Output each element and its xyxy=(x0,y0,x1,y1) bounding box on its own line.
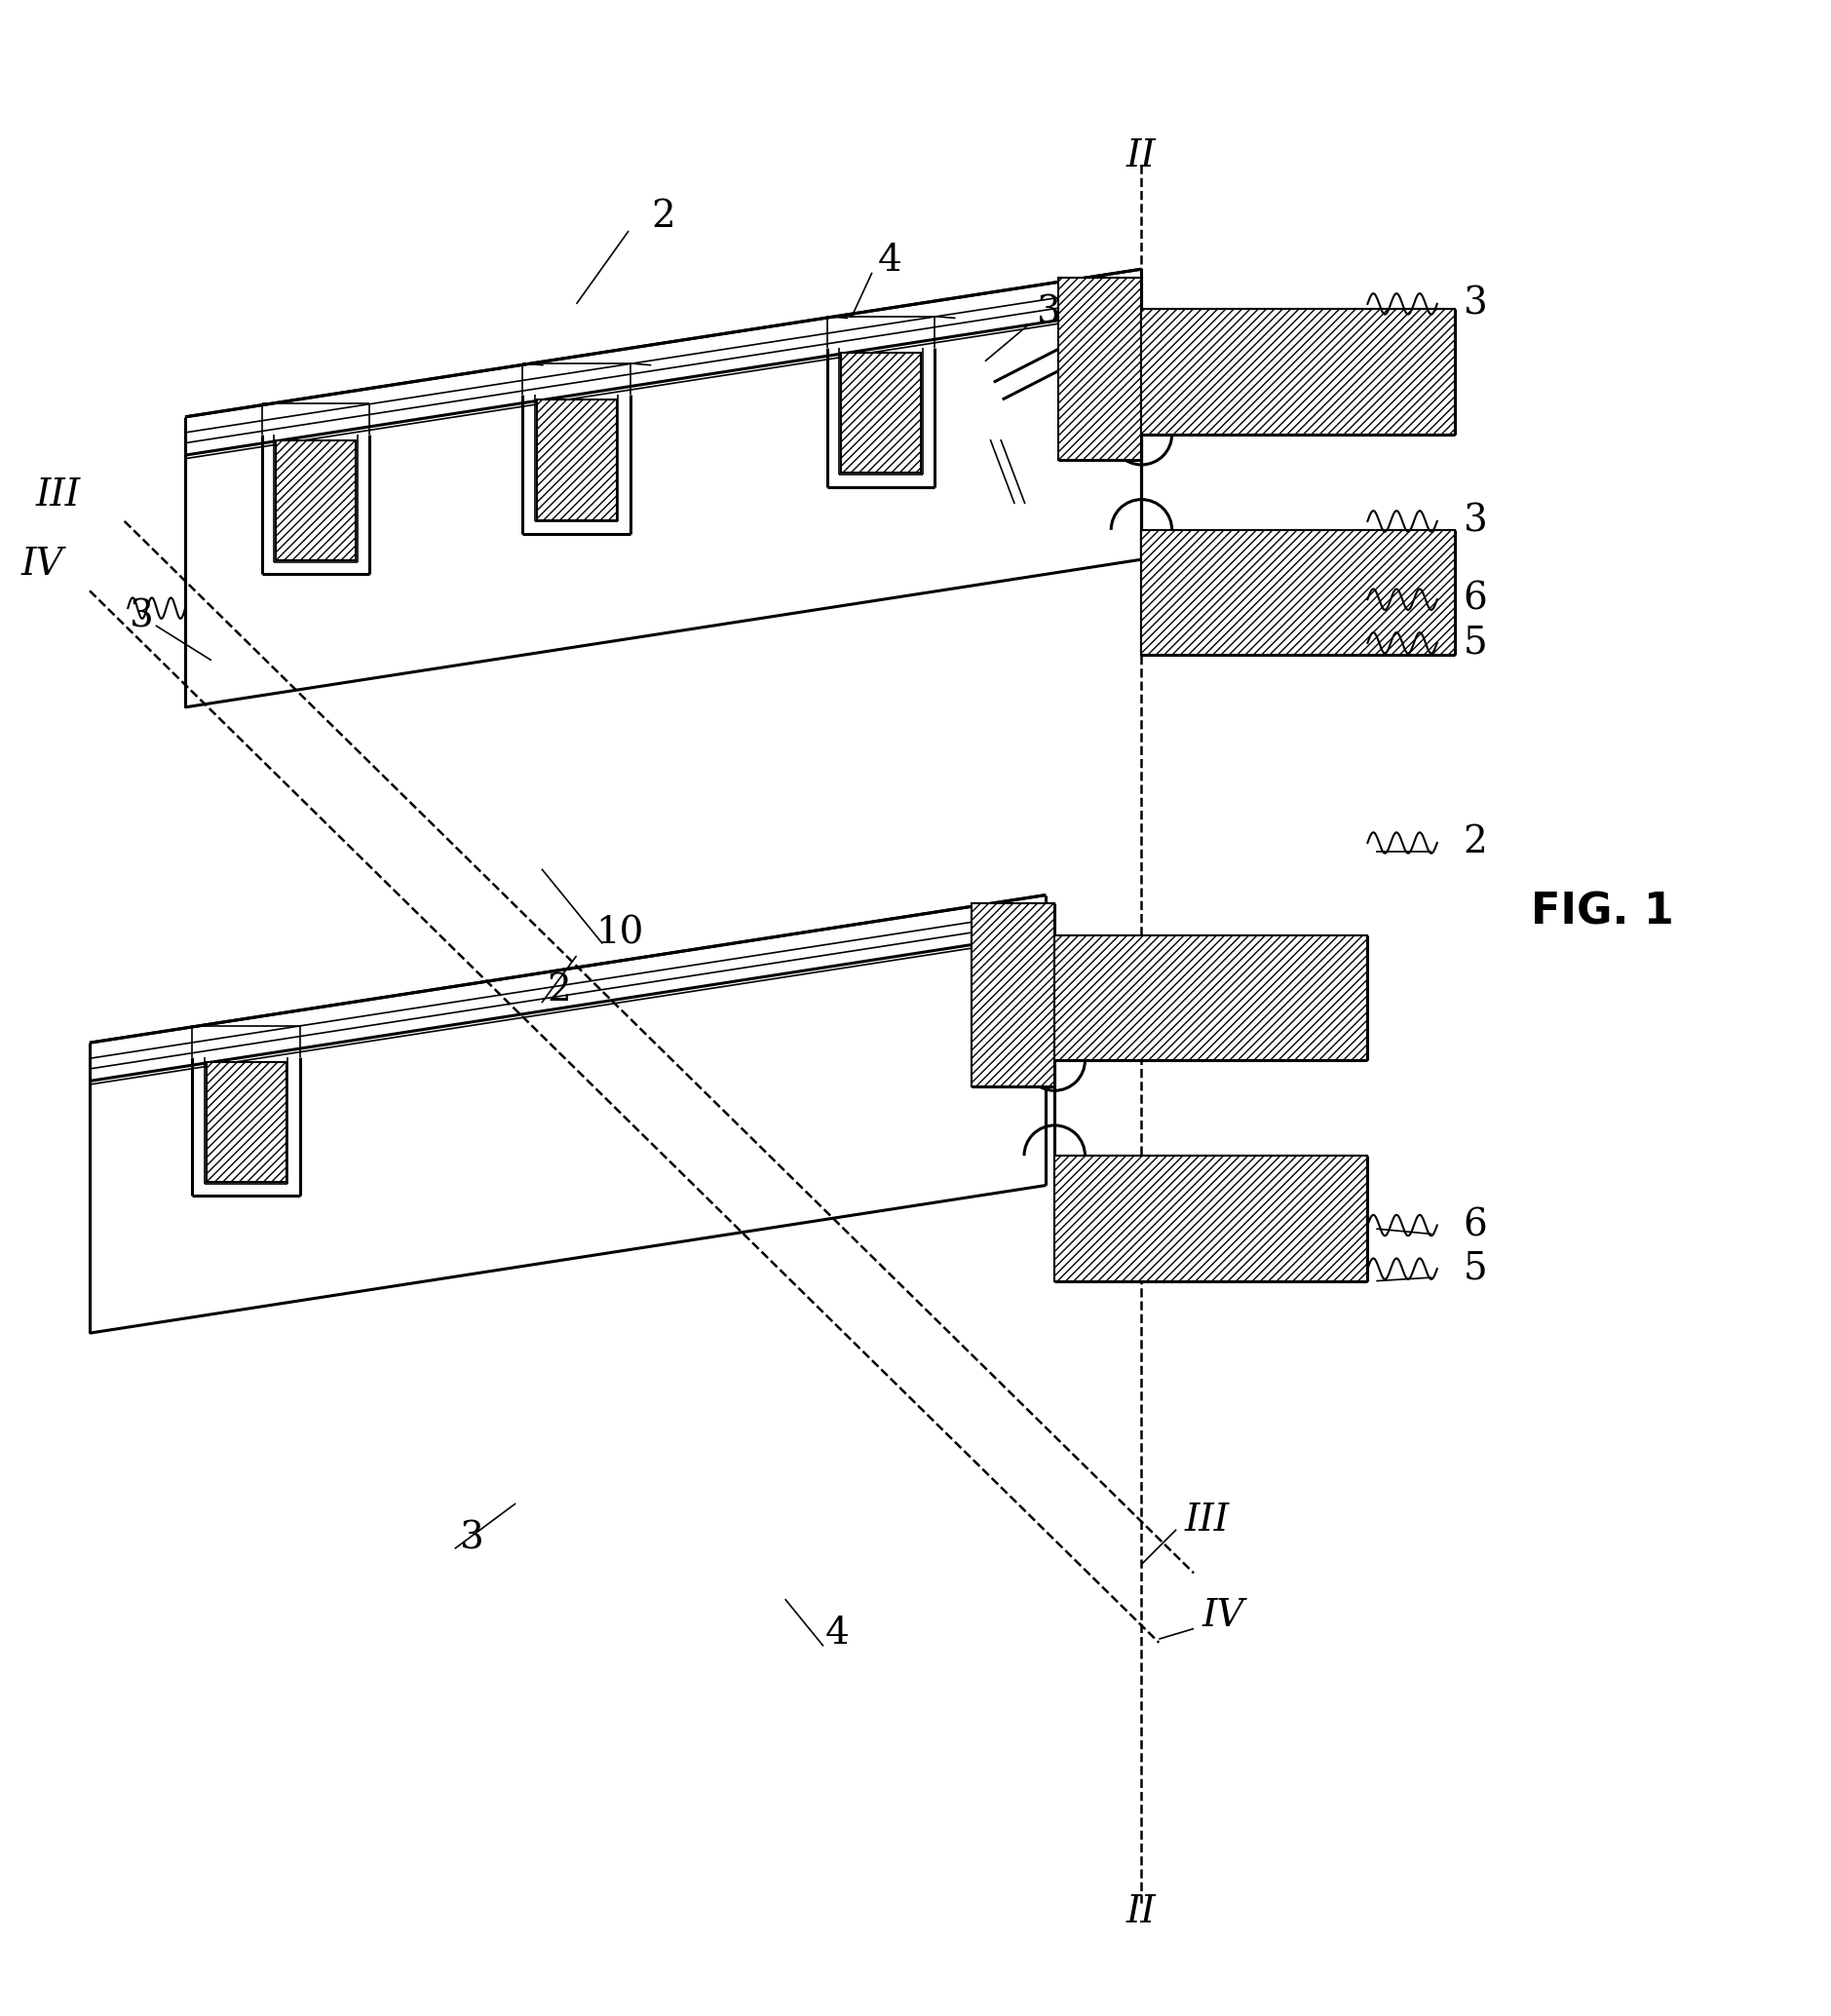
Text: 4: 4 xyxy=(826,1617,850,1651)
Bar xyxy=(1141,308,1454,433)
Text: IV: IV xyxy=(1203,1599,1245,1635)
Bar xyxy=(207,1062,286,1181)
Text: III: III xyxy=(1185,1502,1230,1538)
Bar xyxy=(840,353,921,474)
Bar xyxy=(1055,1155,1368,1280)
Text: 3: 3 xyxy=(460,1520,483,1556)
Bar xyxy=(1141,530,1454,655)
Text: 3: 3 xyxy=(1463,286,1487,323)
Bar xyxy=(276,439,355,560)
Text: II: II xyxy=(1126,137,1157,173)
Text: 2: 2 xyxy=(547,972,571,1008)
Text: 5: 5 xyxy=(1463,1250,1487,1286)
Text: III: III xyxy=(37,478,81,514)
Text: 3: 3 xyxy=(1036,294,1062,331)
Text: 2: 2 xyxy=(652,200,676,236)
Bar xyxy=(970,903,1055,1087)
Text: IV: IV xyxy=(22,546,64,583)
Text: 6: 6 xyxy=(1463,1208,1487,1244)
Text: 4: 4 xyxy=(877,242,901,278)
Text: 5: 5 xyxy=(1463,625,1487,661)
Text: 3: 3 xyxy=(1463,504,1487,538)
Text: 3: 3 xyxy=(130,599,154,635)
Text: 6: 6 xyxy=(1463,581,1487,617)
Bar xyxy=(1055,935,1368,1060)
Bar xyxy=(1058,278,1141,460)
Text: FIG. 1: FIG. 1 xyxy=(1531,891,1674,933)
Text: 2: 2 xyxy=(1463,825,1487,861)
Bar xyxy=(536,399,617,520)
Text: 10: 10 xyxy=(595,915,645,952)
Text: II: II xyxy=(1126,1893,1157,1929)
